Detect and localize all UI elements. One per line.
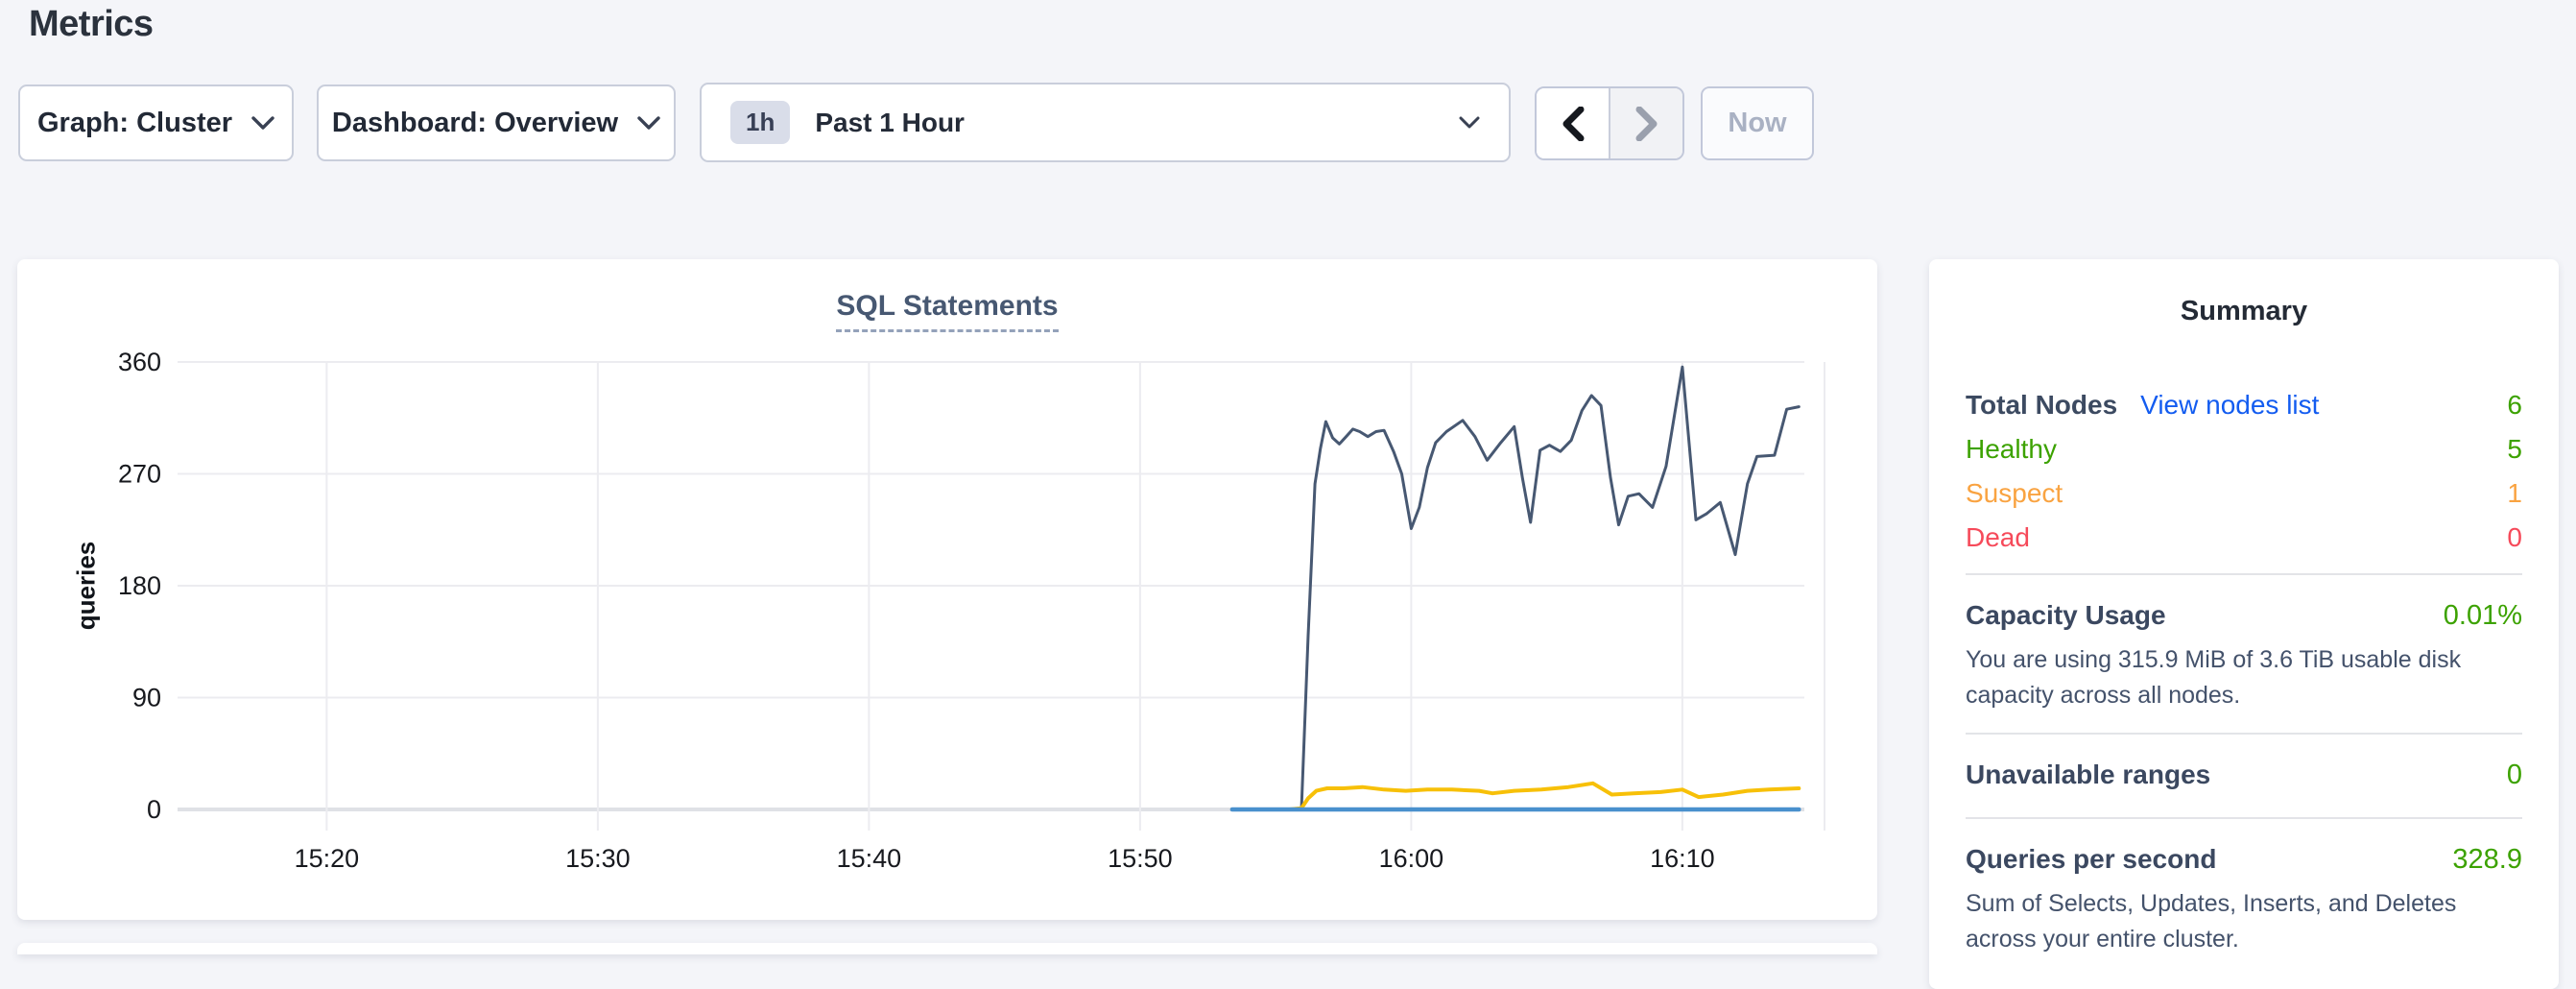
x-tick-label: 15:30 [565,844,631,873]
y-tick-label: 180 [118,571,161,600]
view-nodes-list-link[interactable]: View nodes list [2140,390,2320,420]
suspect-nodes-row: Suspect 1 [1966,471,2522,516]
chevron-down-icon [637,115,660,130]
healthy-label: Healthy [1966,434,2057,464]
next-range-button[interactable] [1609,88,1682,158]
capacity-usage-label: Capacity Usage [1966,600,2166,630]
prev-range-button[interactable] [1537,88,1609,158]
suspect-label: Suspect [1966,478,2063,508]
queries-per-second-description: Sum of Selects, Updates, Inserts, and De… [1966,890,2457,953]
unavailable-ranges-value: 0 [2506,759,2522,790]
time-range-selector[interactable]: 1h Past 1 Hour [700,83,1511,162]
chevron-right-icon [1635,106,1657,141]
chevron-down-icon [251,115,274,130]
y-tick-label: 90 [132,684,161,712]
now-button[interactable]: Now [1701,86,1814,160]
sql-statements-chart-card: SQL Statements queries 0 90 180 270 360 15:20… [17,259,1877,920]
next-chart-card-partial [17,943,1877,954]
dead-nodes-row: Dead 0 [1966,516,2522,560]
queries-per-second-value: 328.9 [2452,843,2522,875]
graph-dropdown-label: Graph: Cluster [36,107,233,138]
chart-title-link[interactable]: SQL Statements [836,290,1059,332]
summary-title: Summary [2180,296,2308,326]
capacity-usage-value: 0.01% [2443,599,2522,631]
chevron-down-icon [1459,116,1480,128]
suspect-value: 1 [2507,478,2522,508]
x-tick-label: 16:00 [1379,844,1444,873]
chart-title-wrap: SQL Statements [17,290,1877,332]
series-line-yellow [1229,781,1801,811]
total-nodes-value: 6 [2507,390,2522,420]
summary-sidebar: Summary Total Nodes View nodes list 6 He… [1929,259,2559,989]
capacity-usage-row: Capacity Usage 0.01% [1966,596,2522,635]
x-tick-label: 15:20 [295,844,360,873]
time-range-badge: 1h [730,101,791,144]
time-range-label: Past 1 Hour [815,107,965,137]
y-tick-label: 0 [147,795,161,824]
total-nodes-label: Total Nodes [1966,390,2118,420]
healthy-value: 5 [2507,434,2522,464]
unavailable-ranges-row: Unavailable ranges 0 [1966,756,2522,794]
graph-dropdown[interactable]: Graph: Cluster [18,84,294,161]
healthy-nodes-row: Healthy 5 [1966,427,2522,471]
divider [1966,733,2522,735]
total-nodes-row: Total Nodes View nodes list 6 [1966,383,2522,427]
chevron-left-icon [1562,106,1584,141]
y-tick-label: 270 [118,460,161,489]
x-tick-label: 16:10 [1650,844,1715,873]
y-tick-label: 360 [118,348,161,376]
divider [1966,817,2522,819]
dead-value: 0 [2507,522,2522,552]
unavailable-ranges-label: Unavailable ranges [1966,760,2211,789]
queries-per-second-label: Queries per second [1966,844,2217,874]
x-tick-label: 15:40 [837,844,902,873]
page-title: Metrics [29,4,154,44]
queries-per-second-row: Queries per second 328.9 [1966,840,2522,879]
chart-plot[interactable]: 0 90 180 270 360 15:20 15:30 15:40 15:50 16:00 16:… [17,259,1877,920]
time-range-step-group [1535,86,1684,160]
divider [1966,573,2522,575]
dead-label: Dead [1966,522,2030,552]
x-tick-label: 15:50 [1108,844,1173,873]
capacity-usage-description: You are using 315.9 MiB of 3.6 TiB usabl… [1966,646,2462,709]
dashboard-dropdown-label: Dashboard: Overview [331,107,619,138]
series-line-navy [1300,365,1801,811]
node-status-rows: Total Nodes View nodes list 6 Healthy 5 … [1966,383,2522,560]
dashboard-dropdown[interactable]: Dashboard: Overview [317,84,676,161]
